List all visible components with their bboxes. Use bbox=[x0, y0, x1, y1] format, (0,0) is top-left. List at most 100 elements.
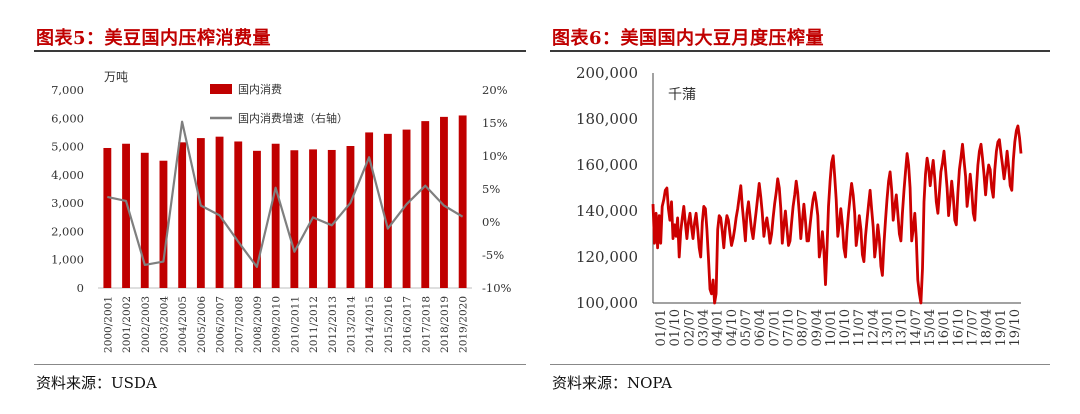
right-y-tick-label: 20% bbox=[482, 83, 508, 97]
consumption-bar bbox=[440, 116, 448, 288]
right-source-note: 资料来源：NOPA bbox=[552, 374, 672, 392]
left-chart-title: 图表5：美豆国内压榨消费量 bbox=[36, 28, 272, 49]
right-y-tick-label: 10% bbox=[482, 149, 508, 163]
left-title-rule bbox=[34, 50, 526, 52]
right-title-rule bbox=[550, 50, 1050, 52]
left-y-tick-label: 2,000 bbox=[51, 224, 84, 238]
right-y-tick-label: 100,000 bbox=[576, 294, 638, 312]
left-x-tick-label: 2003/2004 bbox=[158, 296, 170, 353]
right-y-tick-label: 5% bbox=[482, 182, 500, 196]
consumption-bar bbox=[383, 133, 392, 288]
left-x-tick-label: 2005/2006 bbox=[196, 296, 208, 353]
consumption-bar bbox=[122, 143, 130, 288]
right-x-tick-label: 02/07 bbox=[682, 309, 697, 346]
left-x-tick-label: 2009/2010 bbox=[271, 296, 283, 353]
consumption-bar bbox=[458, 115, 467, 288]
right-y-tick-label: -10% bbox=[482, 281, 512, 295]
left-y-tick-label: 6,000 bbox=[51, 111, 84, 125]
right-x-tick-label: 17/07 bbox=[965, 309, 980, 346]
right-footer-rule bbox=[550, 364, 1050, 365]
right-x-tick-label: 13/10 bbox=[895, 309, 910, 346]
left-x-tick-label: 2014/2015 bbox=[364, 296, 376, 353]
consumption-bar bbox=[290, 150, 299, 288]
right-y-tick-label: 0% bbox=[482, 215, 500, 229]
left-x-tick-label: 2010/2011 bbox=[289, 296, 301, 353]
legend-label-consumption: 国内消费 bbox=[238, 82, 282, 96]
left-x-tick-label: 2004/2005 bbox=[177, 296, 189, 353]
right-x-tick-label: 04/10 bbox=[725, 309, 740, 346]
right-y-tick-label: 15% bbox=[482, 116, 508, 130]
right-x-tick-label: 19/10 bbox=[1008, 309, 1023, 346]
right-x-tick-label: 07/10 bbox=[781, 309, 796, 346]
left-chart: 万吨 0 1,000 2,000 3,000 4,000 5,000 6,000 7,000 -1… bbox=[51, 70, 512, 353]
left-unit-label: 万吨 bbox=[104, 70, 128, 84]
consumption-bar bbox=[253, 150, 261, 288]
left-x-tick-label: 2016/2017 bbox=[402, 296, 414, 353]
consumption-bar bbox=[196, 138, 205, 288]
left-y-tick-label: 3,000 bbox=[51, 196, 84, 210]
consumption-bar bbox=[365, 132, 374, 288]
legend-swatch-consumption bbox=[210, 84, 232, 94]
right-y-tick-label: 120,000 bbox=[576, 248, 638, 266]
left-x-tick-label: 2006/2007 bbox=[215, 296, 227, 353]
consumption-bar bbox=[234, 141, 243, 288]
left-x-tick-label: 2013/2014 bbox=[345, 296, 357, 353]
right-x-tick-label: 16/10 bbox=[951, 309, 966, 346]
consumption-bar bbox=[140, 152, 149, 288]
right-x-tick-label: 09/04 bbox=[810, 309, 825, 346]
left-x-tick-label: 2001/2002 bbox=[121, 296, 133, 353]
left-source-note: 资料来源：USDA bbox=[36, 374, 157, 392]
right-x-tick-label: 01/01 bbox=[654, 309, 669, 346]
right-x-tick-label: 18/04 bbox=[980, 309, 995, 346]
left-x-tick-label: 2012/2013 bbox=[327, 296, 339, 353]
consumption-bar bbox=[402, 129, 411, 288]
right-y-tick-label: 140,000 bbox=[576, 202, 638, 220]
left-x-tick-label: 2002/2003 bbox=[140, 296, 152, 353]
consumption-bar bbox=[271, 143, 280, 288]
left-x-tick-label: 2008/2009 bbox=[252, 296, 264, 353]
growth-rate-line bbox=[107, 120, 464, 268]
right-x-tick-label: 19/01 bbox=[994, 309, 1009, 346]
right-x-tick-label: 15/04 bbox=[923, 309, 938, 346]
right-x-tick-label: 08/07 bbox=[796, 309, 811, 346]
right-y-tick-label: 180,000 bbox=[576, 110, 638, 128]
left-x-tick-label: 2017/2018 bbox=[420, 296, 432, 353]
right-x-tick-label: 05/07 bbox=[739, 309, 754, 346]
right-x-tick-label: 11/07 bbox=[852, 309, 867, 346]
right-y-tick-label: 200,000 bbox=[576, 64, 638, 82]
monthly-crush-line bbox=[651, 124, 1023, 305]
left-y-tick-label: 4,000 bbox=[51, 168, 84, 182]
right-chart-title: 图表6：美国国内大豆月度压榨量 bbox=[552, 28, 825, 49]
right-x-tick-label: 03/04 bbox=[697, 309, 712, 346]
right-x-tick-label: 13/01 bbox=[881, 309, 896, 346]
consumption-bar bbox=[215, 136, 224, 288]
left-y-tick-label: 1,000 bbox=[51, 253, 84, 267]
left-x-tick-label: 2011/2012 bbox=[308, 296, 320, 353]
right-x-tick-label: 12/04 bbox=[866, 309, 881, 346]
right-x-tick-label: 06/04 bbox=[753, 309, 768, 346]
left-footer-rule bbox=[34, 364, 526, 365]
left-x-tick-label: 2007/2008 bbox=[233, 296, 245, 353]
consumption-bar bbox=[421, 121, 430, 288]
left-x-tick-label: 2019/2020 bbox=[458, 296, 470, 353]
right-x-tick-label: 01/10 bbox=[668, 309, 683, 346]
left-x-tick-label: 2018/2019 bbox=[439, 296, 451, 353]
left-y-tick-label: 0 bbox=[77, 281, 84, 295]
right-y-tick-label: -5% bbox=[482, 248, 504, 262]
left-y-tick-label: 5,000 bbox=[51, 140, 84, 154]
left-x-tick-label: 2000/2001 bbox=[102, 296, 114, 353]
right-unit-label: 千蒲 bbox=[668, 87, 696, 103]
right-x-tick-label: 07/01 bbox=[767, 309, 782, 346]
consumption-bar bbox=[346, 146, 355, 288]
right-x-tick-label: 04/01 bbox=[711, 309, 726, 346]
left-x-tick-label: 2015/2016 bbox=[383, 296, 395, 353]
right-chart: 100,000 120,000 140,000 160,000 180,000 200,0… bbox=[576, 64, 1023, 346]
consumption-bar bbox=[159, 160, 168, 288]
right-x-tick-label: 10/10 bbox=[838, 309, 853, 346]
right-x-tick-label: 16/01 bbox=[937, 309, 952, 346]
consumption-bar bbox=[178, 142, 187, 288]
right-x-tick-label: 10/01 bbox=[824, 309, 839, 346]
consumption-bar bbox=[327, 149, 336, 288]
consumption-bar bbox=[103, 147, 112, 288]
legend-label-growth: 国内消费增速（右轴） bbox=[238, 111, 348, 125]
